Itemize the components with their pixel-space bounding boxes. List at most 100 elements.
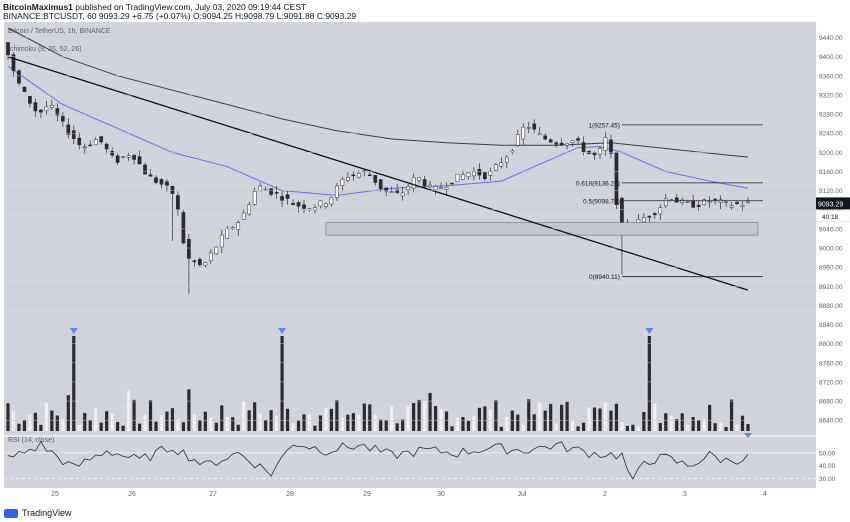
volume-bar	[428, 392, 432, 431]
chart-legend: Bitcoin / TetherUS, 1h, BINANCE Ichimoku…	[8, 28, 111, 444]
price-tick-label: 9000.00	[819, 246, 843, 253]
candle-body	[159, 179, 164, 185]
volume-bar	[455, 417, 460, 431]
price-tick-label: 9320.00	[819, 92, 843, 99]
price-tick-label: 9200.00	[819, 150, 843, 157]
candle-body	[433, 186, 438, 191]
rsi-line	[7, 440, 749, 480]
volume-bar	[39, 424, 43, 431]
volume-bar	[274, 415, 279, 431]
volume-bar	[170, 408, 175, 431]
volume-bar	[636, 426, 640, 431]
candle-body	[170, 185, 175, 194]
volume-bar	[505, 416, 509, 431]
volume-bar	[647, 336, 651, 431]
candle-body	[66, 124, 71, 135]
volume-bar	[521, 424, 525, 431]
price-tick-label: 8960.00	[819, 265, 843, 272]
volume-bar	[346, 414, 350, 431]
legend-rsi: RSI (14, close)	[8, 437, 54, 444]
candle-body	[406, 186, 410, 191]
volume-bar	[253, 402, 257, 431]
volume-bar	[614, 403, 619, 431]
volume-bar	[729, 399, 734, 431]
candle-body	[515, 134, 520, 146]
volume-bar	[66, 395, 70, 431]
candle-body	[252, 191, 257, 205]
volume-bar	[472, 415, 476, 431]
candle-body	[537, 133, 542, 135]
volume-bar	[417, 399, 421, 431]
volume-bar	[269, 410, 273, 431]
volume-bar	[444, 411, 449, 431]
candle-body	[351, 174, 356, 177]
volume-bar	[83, 413, 87, 431]
candle-body	[642, 217, 646, 223]
candle-body	[263, 189, 268, 191]
candle-body	[258, 185, 262, 192]
time-tick-label: 27	[209, 491, 217, 498]
price-change: +6.75 (+0.07%)	[132, 11, 191, 21]
candle-body	[143, 164, 147, 175]
price-tick-label: 8880.00	[819, 303, 843, 310]
candle-body	[691, 200, 696, 208]
author-name[interactable]: BitcoinMaximus1	[3, 2, 73, 12]
candle-body	[603, 137, 608, 151]
candle-body	[554, 142, 558, 145]
volume-bar	[642, 411, 646, 431]
candle-body	[11, 54, 16, 71]
candle-body	[384, 187, 389, 192]
volume-bar	[307, 414, 312, 431]
candle-body	[291, 203, 295, 205]
legend-indicator: Ichimoku (9, 26, 52, 26)	[8, 46, 82, 53]
volume-bar	[72, 336, 76, 431]
volume-bar	[702, 418, 706, 431]
volume-bar	[22, 420, 27, 431]
candle-body	[504, 156, 509, 163]
volume-bar	[680, 413, 684, 431]
volume-bar	[554, 423, 558, 431]
candle-body	[77, 137, 82, 146]
volume-bar	[99, 422, 103, 431]
volume-bar	[220, 405, 224, 431]
candle-body	[93, 139, 98, 146]
rsi-tick-label: 30.00	[819, 476, 836, 483]
candle-body	[494, 164, 498, 171]
volume-bar	[406, 405, 410, 431]
volume-bar	[461, 416, 465, 431]
volume-bar	[187, 389, 191, 431]
legend-title: Bitcoin / TetherUS, 1h, BINANCE	[8, 28, 111, 35]
volume-bar	[658, 422, 662, 431]
volume-bar	[357, 414, 361, 431]
candle-body	[367, 174, 372, 176]
volume-bar	[379, 419, 383, 431]
candle-body	[203, 262, 208, 266]
volume-bar	[335, 400, 339, 431]
chart-panel[interactable]	[4, 22, 816, 488]
price-chart-svg[interactable]: Bitcoin / TetherUS, 1h, BINANCE Ichimoku…	[0, 0, 850, 505]
rsi-pane	[4, 433, 816, 480]
candle-body	[559, 142, 564, 146]
volume-bar	[401, 419, 405, 431]
candle-body	[274, 192, 279, 194]
countdown-tag	[815, 210, 850, 222]
ma-fast-line	[7, 65, 749, 196]
volume-bar	[296, 420, 301, 431]
candle-body	[39, 109, 43, 113]
volume-bar	[494, 400, 498, 431]
candle-body	[208, 252, 213, 262]
volume-bar	[143, 414, 147, 431]
volume-bars	[6, 328, 750, 431]
candle-body	[296, 202, 301, 207]
volume-bar	[176, 419, 180, 431]
volume-bar	[581, 422, 586, 431]
time-tick-label: 2	[603, 491, 607, 498]
candle-body	[581, 142, 586, 152]
volume-bar	[181, 422, 186, 431]
volume-bar	[77, 424, 81, 431]
candle-body	[285, 194, 290, 199]
footer-brand[interactable]: TradingView	[22, 508, 72, 518]
time-tick-label: 4	[763, 491, 767, 498]
candle-body	[247, 204, 252, 215]
volume-bar	[691, 417, 695, 431]
